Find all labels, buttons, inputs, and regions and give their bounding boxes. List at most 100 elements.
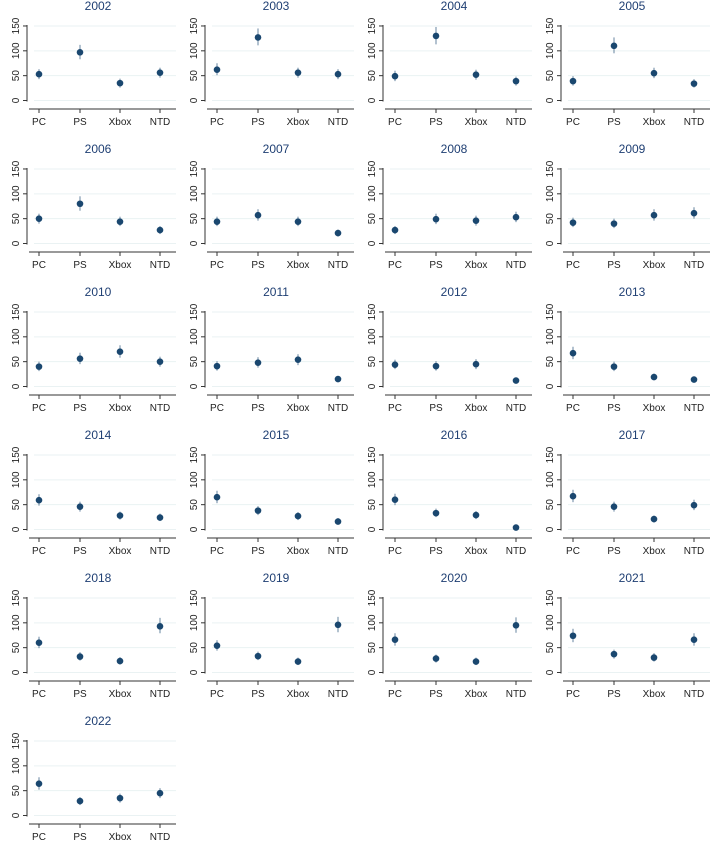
y-tick-label: 50 [11, 356, 22, 368]
x-tick-label: NTD [150, 403, 171, 414]
panel-2016: 2016 0 50 100 150 PC PS Xbox NTD [356, 428, 534, 572]
data-point [116, 79, 124, 87]
x-tick-label: NTD [150, 689, 171, 700]
y-tick-label: 0 [11, 383, 22, 389]
data-point [116, 657, 124, 665]
y-tick-label: 0 [11, 240, 22, 246]
data-point [650, 211, 658, 219]
panel-2004: 2004 0 50 100 150 PC PS Xbox NTD [356, 0, 534, 143]
data-point [213, 218, 221, 225]
small-multiples-chart: 2002 0 50 100 150 PC PS Xbox NTD 2003 0 50 100 150 PC P… [0, 0, 712, 843]
y-tick-label: 0 [367, 383, 378, 389]
x-tick-label: PC [388, 403, 402, 414]
x-tick-label: NTD [328, 546, 349, 557]
x-tick-label: PC [210, 403, 224, 414]
x-tick-label: Xbox [109, 546, 132, 557]
y-tick-label: 0 [11, 526, 22, 532]
panel-2008: 2008 0 50 100 150 PC PS Xbox NTD [356, 142, 534, 286]
y-tick-label: 50 [367, 70, 378, 82]
data-point [76, 503, 84, 510]
y-tick-label: 100 [189, 328, 200, 345]
y-tick-label: 50 [545, 213, 556, 225]
panel-plot: 2009 0 50 100 150 PC PS Xbox NTD [545, 142, 710, 271]
x-tick-label: PS [251, 260, 265, 271]
data-point [650, 69, 658, 77]
x-tick-label: NTD [150, 260, 171, 271]
x-tick-label: NTD [684, 403, 705, 414]
data-point [334, 70, 342, 78]
y-tick-label: 100 [545, 328, 556, 345]
x-tick-label: PC [566, 546, 580, 557]
y-tick-label: 100 [189, 471, 200, 488]
x-tick-label: PS [429, 260, 443, 271]
y-tick-label: 50 [367, 356, 378, 368]
x-tick-label: PC [210, 260, 224, 271]
x-tick-label: NTD [506, 117, 527, 128]
panel-title: 2015 [263, 428, 290, 442]
y-tick-label: 0 [189, 669, 200, 675]
y-tick-label: 50 [367, 213, 378, 225]
panel-title: 2018 [85, 571, 112, 585]
x-tick-label: Xbox [287, 260, 310, 271]
panel-title: 2020 [441, 571, 468, 585]
y-tick-label: 150 [189, 303, 200, 320]
data-point [76, 200, 84, 208]
x-tick-label: Xbox [109, 832, 132, 843]
y-tick-label: 0 [189, 97, 200, 103]
panel-plot: 2017 0 50 100 150 PC PS Xbox NTD [545, 428, 710, 557]
x-tick-label: Xbox [109, 260, 132, 271]
panel-2005: 2005 0 50 100 150 PC PS Xbox NTD [534, 0, 712, 143]
y-tick-label: 50 [11, 499, 22, 511]
x-tick-label: NTD [150, 546, 171, 557]
x-tick-label: PC [388, 546, 402, 557]
y-tick-label: 150 [11, 732, 22, 749]
y-tick-label: 50 [11, 213, 22, 225]
y-tick-label: 0 [367, 240, 378, 246]
x-tick-label: PS [607, 403, 621, 414]
data-point [690, 376, 698, 383]
y-tick-label: 100 [367, 42, 378, 59]
data-point [432, 215, 440, 223]
x-tick-label: PC [566, 117, 580, 128]
data-point [610, 503, 618, 510]
data-point [35, 496, 43, 504]
y-tick-label: 0 [367, 97, 378, 103]
y-tick-label: 50 [189, 642, 200, 654]
y-tick-label: 150 [545, 589, 556, 606]
x-tick-label: PS [607, 260, 621, 271]
panel-title: 2006 [85, 142, 112, 156]
y-tick-label: 100 [11, 328, 22, 345]
data-point [35, 780, 43, 788]
x-tick-label: Xbox [643, 546, 666, 557]
panel-title: 2013 [619, 285, 646, 299]
x-tick-label: PC [32, 546, 46, 557]
y-tick-label: 150 [545, 160, 556, 177]
x-tick-label: Xbox [643, 403, 666, 414]
data-point [116, 348, 124, 356]
x-tick-label: NTD [684, 117, 705, 128]
panel-2021: 2021 0 50 100 150 PC PS Xbox NTD [534, 571, 712, 715]
x-tick-label: PC [388, 260, 402, 271]
data-point [650, 373, 658, 381]
y-tick-label: 0 [189, 240, 200, 246]
data-point [156, 789, 164, 797]
x-tick-label: Xbox [465, 546, 488, 557]
data-point [35, 215, 43, 222]
data-point [512, 622, 520, 629]
panel-title: 2007 [263, 142, 290, 156]
data-point [650, 515, 658, 523]
panel-plot: 2018 0 50 100 150 PC PS Xbox NTD [11, 571, 176, 700]
x-tick-label: PC [388, 689, 402, 700]
data-point [512, 213, 520, 221]
y-tick-label: 100 [545, 471, 556, 488]
data-point [650, 654, 658, 661]
y-tick-label: 50 [545, 70, 556, 82]
x-tick-label: PS [251, 403, 265, 414]
data-point [213, 642, 221, 649]
y-tick-label: 100 [11, 185, 22, 202]
panel-plot: 2019 0 50 100 150 PC PS Xbox NTD [189, 571, 354, 700]
panel-title: 2012 [441, 285, 468, 299]
data-point [472, 511, 480, 519]
panel-2010: 2010 0 50 100 150 PC PS Xbox NTD [0, 285, 178, 429]
panel-plot: 2021 0 50 100 150 PC PS Xbox NTD [545, 571, 710, 700]
